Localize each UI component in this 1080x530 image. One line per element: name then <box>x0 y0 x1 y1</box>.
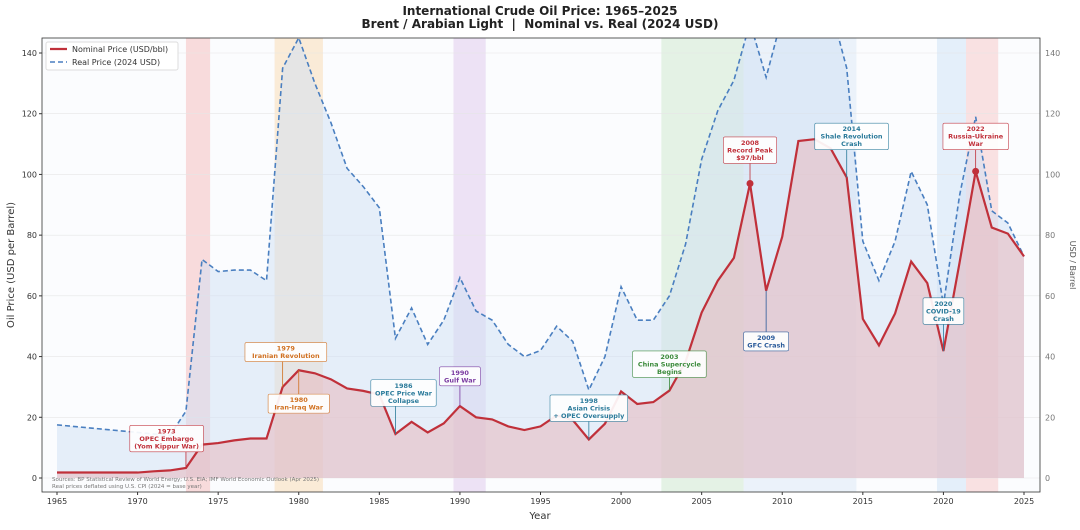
legend: Nominal Price (USD/bbl) Real Price (2024 … <box>45 41 179 71</box>
annotation-text: + OPEC Oversupply <box>553 412 625 420</box>
annotation-text: 2022 <box>967 125 985 133</box>
annotation-text: COVID-19 <box>926 307 961 315</box>
y-tick-label: 0 <box>32 474 37 483</box>
x-tick-label: 2000 <box>611 497 631 506</box>
annotation-text: $97/bbl <box>736 154 763 162</box>
y-tick-label: 20 <box>27 413 37 422</box>
annotation-box <box>632 350 707 378</box>
annotation-text: 1979 <box>277 345 296 353</box>
y-tick-label-right: 120 <box>1045 110 1060 119</box>
annotation-box <box>922 297 965 325</box>
annotation-box <box>942 122 1009 151</box>
annotation-text: 1973 <box>158 427 176 435</box>
annotation-text: Iran-Iraq War <box>274 404 324 412</box>
chart-subtitle: Brent / Arabian Light | Nominal vs. Real… <box>362 17 719 31</box>
annotation-box <box>723 136 777 164</box>
legend-box <box>45 41 179 71</box>
y-tick-label-right: 140 <box>1045 49 1060 58</box>
annotation-text: Begins <box>657 368 682 376</box>
annotation-text: Russia-Ukraine <box>948 133 1004 141</box>
annotation-box <box>267 393 330 414</box>
y-tick-label-right: 80 <box>1045 231 1055 240</box>
x-axis-label: Year <box>528 511 551 522</box>
annotation-text: 1990 <box>451 369 470 377</box>
annotation-box <box>439 366 481 387</box>
nominal-price-line <box>57 138 1025 474</box>
annotation-text: Asian Crisis <box>568 404 611 412</box>
annotation-text: 1980 <box>290 396 309 404</box>
annotation-text: China Supercycle <box>638 360 702 368</box>
source-note-2: Real prices deflated using U.S. CPI (202… <box>52 484 202 490</box>
x-tick-label: 1995 <box>530 497 550 506</box>
x-tick-label: 2010 <box>772 497 792 506</box>
annotation-box <box>129 424 204 453</box>
source-note-1: Sources: BP Statistical Review of World … <box>52 477 319 483</box>
y-tick-label-right: 40 <box>1045 353 1055 362</box>
annotation-text: Collapse <box>388 397 420 405</box>
x-tick-label: 1975 <box>208 497 228 506</box>
y-axis-label-right: USD / Barrel <box>1068 241 1077 290</box>
annotation-box <box>743 331 789 352</box>
annotation-text: 2020 <box>934 300 953 308</box>
annotation-text: War <box>968 140 983 148</box>
x-tick-label: 2005 <box>691 497 711 506</box>
annotation-box <box>370 379 437 407</box>
annotation-box <box>244 342 328 362</box>
annotation-marker <box>746 180 754 188</box>
annotation-text: Crash <box>841 140 862 148</box>
annotation-text: 2009 <box>757 334 776 342</box>
annotation-text: GFC Crash <box>747 341 785 349</box>
annotation-text: (Yom Kippur War) <box>134 442 199 450</box>
legend-entry: Real Price (2024 USD) <box>72 58 160 67</box>
annotation-text: Shale Revolution <box>821 133 883 141</box>
y-tick-label: 80 <box>27 231 37 240</box>
y-tick-label-right: 60 <box>1045 292 1055 301</box>
y-tick-label: 140 <box>22 49 37 58</box>
y-tick-label: 120 <box>22 110 37 119</box>
y-tick-label-right: 100 <box>1045 170 1060 179</box>
annotation-text: 2008 <box>741 139 760 147</box>
x-tick-label: 2015 <box>853 497 873 506</box>
annotation-text: 2003 <box>660 353 678 361</box>
plot-frame <box>41 37 1041 493</box>
annotation-box <box>549 394 628 422</box>
y-tick-label: 100 <box>22 170 37 179</box>
x-tick-label: 1980 <box>289 497 309 506</box>
y-tick-label: 40 <box>27 353 37 362</box>
annotation-text: OPEC Price War <box>375 389 433 397</box>
x-tick-label: 2025 <box>1014 497 1034 506</box>
annotation-text: OPEC Embargo <box>139 435 194 443</box>
y-axis-label: Oil Price (USD per Barrel) <box>6 202 17 328</box>
annotation-text: 1986 <box>394 382 413 390</box>
x-tick-label: 1965 <box>47 497 67 506</box>
annotation-text: Iranian Revolution <box>252 352 320 360</box>
annotation-text: Record Peak <box>727 146 773 154</box>
chart-title: International Crude Oil Price: 1965–2025 <box>402 4 677 18</box>
annotation-marker <box>972 167 980 175</box>
annotation-text: 1998 <box>580 397 599 405</box>
real-price-line <box>56 38 1025 437</box>
x-tick-label: 1970 <box>127 497 147 506</box>
annotation-text: 2014 <box>843 125 862 133</box>
x-tick-label: 1990 <box>450 497 470 506</box>
annotation-box <box>814 122 889 151</box>
x-tick-label: 1985 <box>369 497 389 506</box>
y-tick-label: 60 <box>27 292 37 301</box>
y-tick-label-right: 20 <box>1045 413 1055 422</box>
x-tick-label: 2020 <box>933 497 953 506</box>
y-tick-label-right: 0 <box>1045 474 1050 483</box>
legend-entry: Nominal Price (USD/bbl) <box>72 45 168 54</box>
annotation-text: Gulf War <box>444 376 477 384</box>
annotation-text: Crash <box>933 315 954 323</box>
